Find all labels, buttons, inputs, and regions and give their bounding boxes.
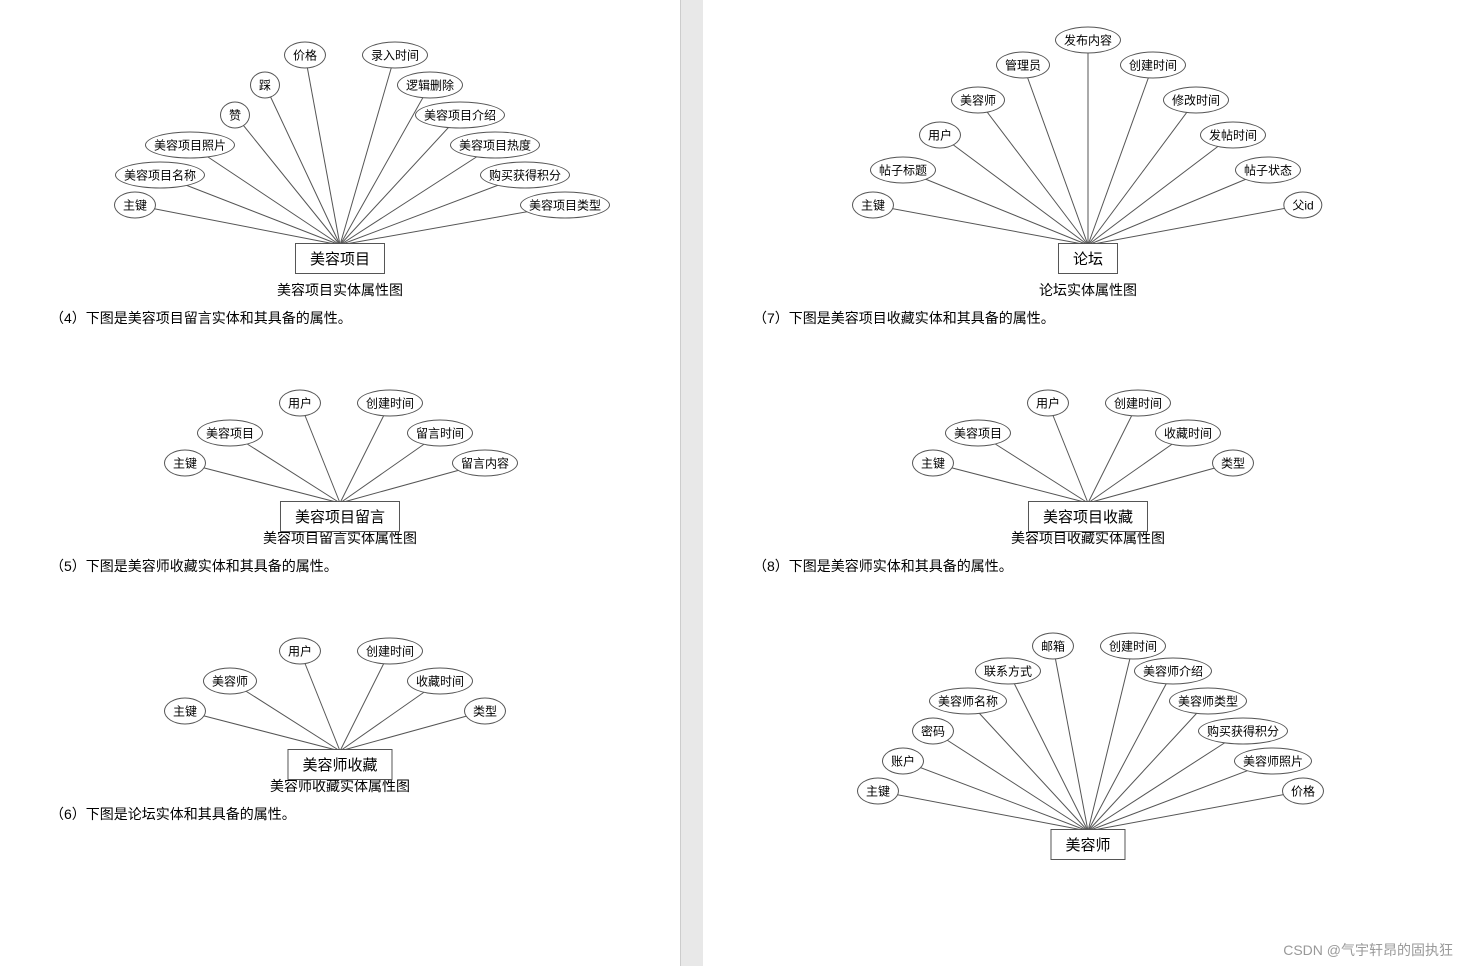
attribute-ellipse: 美容师类型 [1169,688,1247,715]
diagram-beautician-collect: 主键美容师用户创建时间收藏时间类型美容师收藏 [130,606,550,766]
attribute-ellipse: 账户 [882,748,924,775]
attribute-ellipse: 价格 [284,42,326,69]
attribute-ellipse: 创建时间 [357,390,423,417]
attribute-ellipse: 帖子状态 [1235,157,1301,184]
attribute-ellipse: 美容师名称 [929,688,1007,715]
caption-d1: 美容项目实体属性图 [0,280,680,300]
attribute-ellipse: 用户 [279,638,321,665]
attribute-ellipse: 美容师介绍 [1134,658,1212,685]
desc-6: （6）下图是论坛实体和其具备的属性。 [50,804,680,824]
attribute-ellipse: 美容项目类型 [520,192,610,219]
attribute-ellipse: 购买获得积分 [480,162,570,189]
diagram-forum: 主键帖子标题用户美容师管理员发布内容创建时间修改时间发帖时间帖子状态父id论坛 [808,10,1368,270]
page-right: 主键帖子标题用户美容师管理员发布内容创建时间修改时间发帖时间帖子状态父id论坛 … [703,0,1473,966]
desc-7: （7）下图是美容项目收藏实体和其具备的属性。 [753,308,1473,328]
desc-8: （8）下图是美容师实体和其具备的属性。 [753,556,1473,576]
attribute-ellipse: 购买获得积分 [1198,718,1288,745]
attribute-ellipse: 联系方式 [975,658,1041,685]
attribute-ellipse: 美容项目 [197,420,263,447]
attribute-ellipse: 美容项目介绍 [415,102,505,129]
entity-box: 美容项目收藏 [1028,501,1148,532]
desc-5: （5）下图是美容师收藏实体和其具备的属性。 [50,556,680,576]
attribute-ellipse: 类型 [1212,450,1254,477]
attribute-ellipse: 创建时间 [1120,52,1186,79]
attribute-ellipse: 用户 [919,122,961,149]
attribute-ellipse: 类型 [464,698,506,725]
attribute-ellipse: 赞 [220,102,250,129]
attribute-ellipse: 帖子标题 [870,157,936,184]
attribute-ellipse: 美容项目照片 [145,132,235,159]
attribute-ellipse: 密码 [912,718,954,745]
attribute-ellipse: 修改时间 [1163,87,1229,114]
attribute-ellipse: 主键 [912,450,954,477]
entity-box: 美容项目留言 [280,501,400,532]
attribute-ellipse: 主键 [164,450,206,477]
attribute-ellipse: 用户 [279,390,321,417]
attribute-ellipse: 录入时间 [362,42,428,69]
attribute-ellipse: 发帖时间 [1200,122,1266,149]
attribute-ellipse: 收藏时间 [407,668,473,695]
attribute-ellipse: 美容师 [203,668,257,695]
watermark-text: CSDN @气宇轩昂的固执狂 [1283,940,1453,960]
attribute-ellipse: 留言时间 [407,420,473,447]
attribute-ellipse: 发布内容 [1055,27,1121,54]
attribute-ellipse: 邮箱 [1032,633,1074,660]
attribute-ellipse: 价格 [1282,778,1324,805]
page-gutter [680,0,705,966]
attribute-ellipse: 管理员 [996,52,1050,79]
attribute-ellipse: 用户 [1027,390,1069,417]
attribute-ellipse: 父id [1283,192,1322,219]
diagram-project-collect: 主键美容项目用户创建时间收藏时间类型美容项目收藏 [878,358,1298,518]
desc-4: （4）下图是美容项目留言实体和其具备的属性。 [50,308,680,328]
entity-box: 论坛 [1058,243,1118,274]
attribute-ellipse: 美容项目名称 [115,162,205,189]
attribute-ellipse: 创建时间 [357,638,423,665]
attribute-ellipse: 收藏时间 [1155,420,1221,447]
attribute-ellipse: 美容师照片 [1234,748,1312,775]
attribute-ellipse: 主键 [852,192,894,219]
attribute-ellipse: 主键 [114,192,156,219]
diagram-beautician: 主键 账户 密码 美容师名称 联系方式邮箱创建时间美容师介绍美容师类型购买获得积分美容师… [808,606,1368,846]
attribute-ellipse: 创建时间 [1100,633,1166,660]
attribute-ellipse: 美容师 [951,87,1005,114]
entity-box: 美容项目 [295,243,385,274]
attribute-ellipse: 创建时间 [1105,390,1171,417]
attribute-ellipse: 逻辑删除 [397,72,463,99]
diagram-project-comment: 主键美容项目用户创建时间留言时间留言内容美容项目留言 [130,358,550,518]
attribute-ellipse: 主键 [164,698,206,725]
entity-box: 美容师收藏 [287,749,392,780]
attribute-ellipse: 踩 [250,72,280,99]
entity-box: 美容师 [1050,829,1125,860]
attribute-ellipse: 美容项目热度 [450,132,540,159]
attribute-ellipse: 主键 [857,778,899,805]
attribute-ellipse: 留言内容 [452,450,518,477]
diagram-beauty-project: 主键 美容项目名称 美容项目照片 赞踩价格 录入时间逻辑删除美容项目介绍美容项目热度购买… [60,10,620,270]
caption-d4: 论坛实体属性图 [703,280,1473,300]
page-left: 主键 美容项目名称 美容项目照片 赞踩价格 录入时间逻辑删除美容项目介绍美容项目热度购买… [0,0,680,966]
attribute-ellipse: 美容项目 [945,420,1011,447]
